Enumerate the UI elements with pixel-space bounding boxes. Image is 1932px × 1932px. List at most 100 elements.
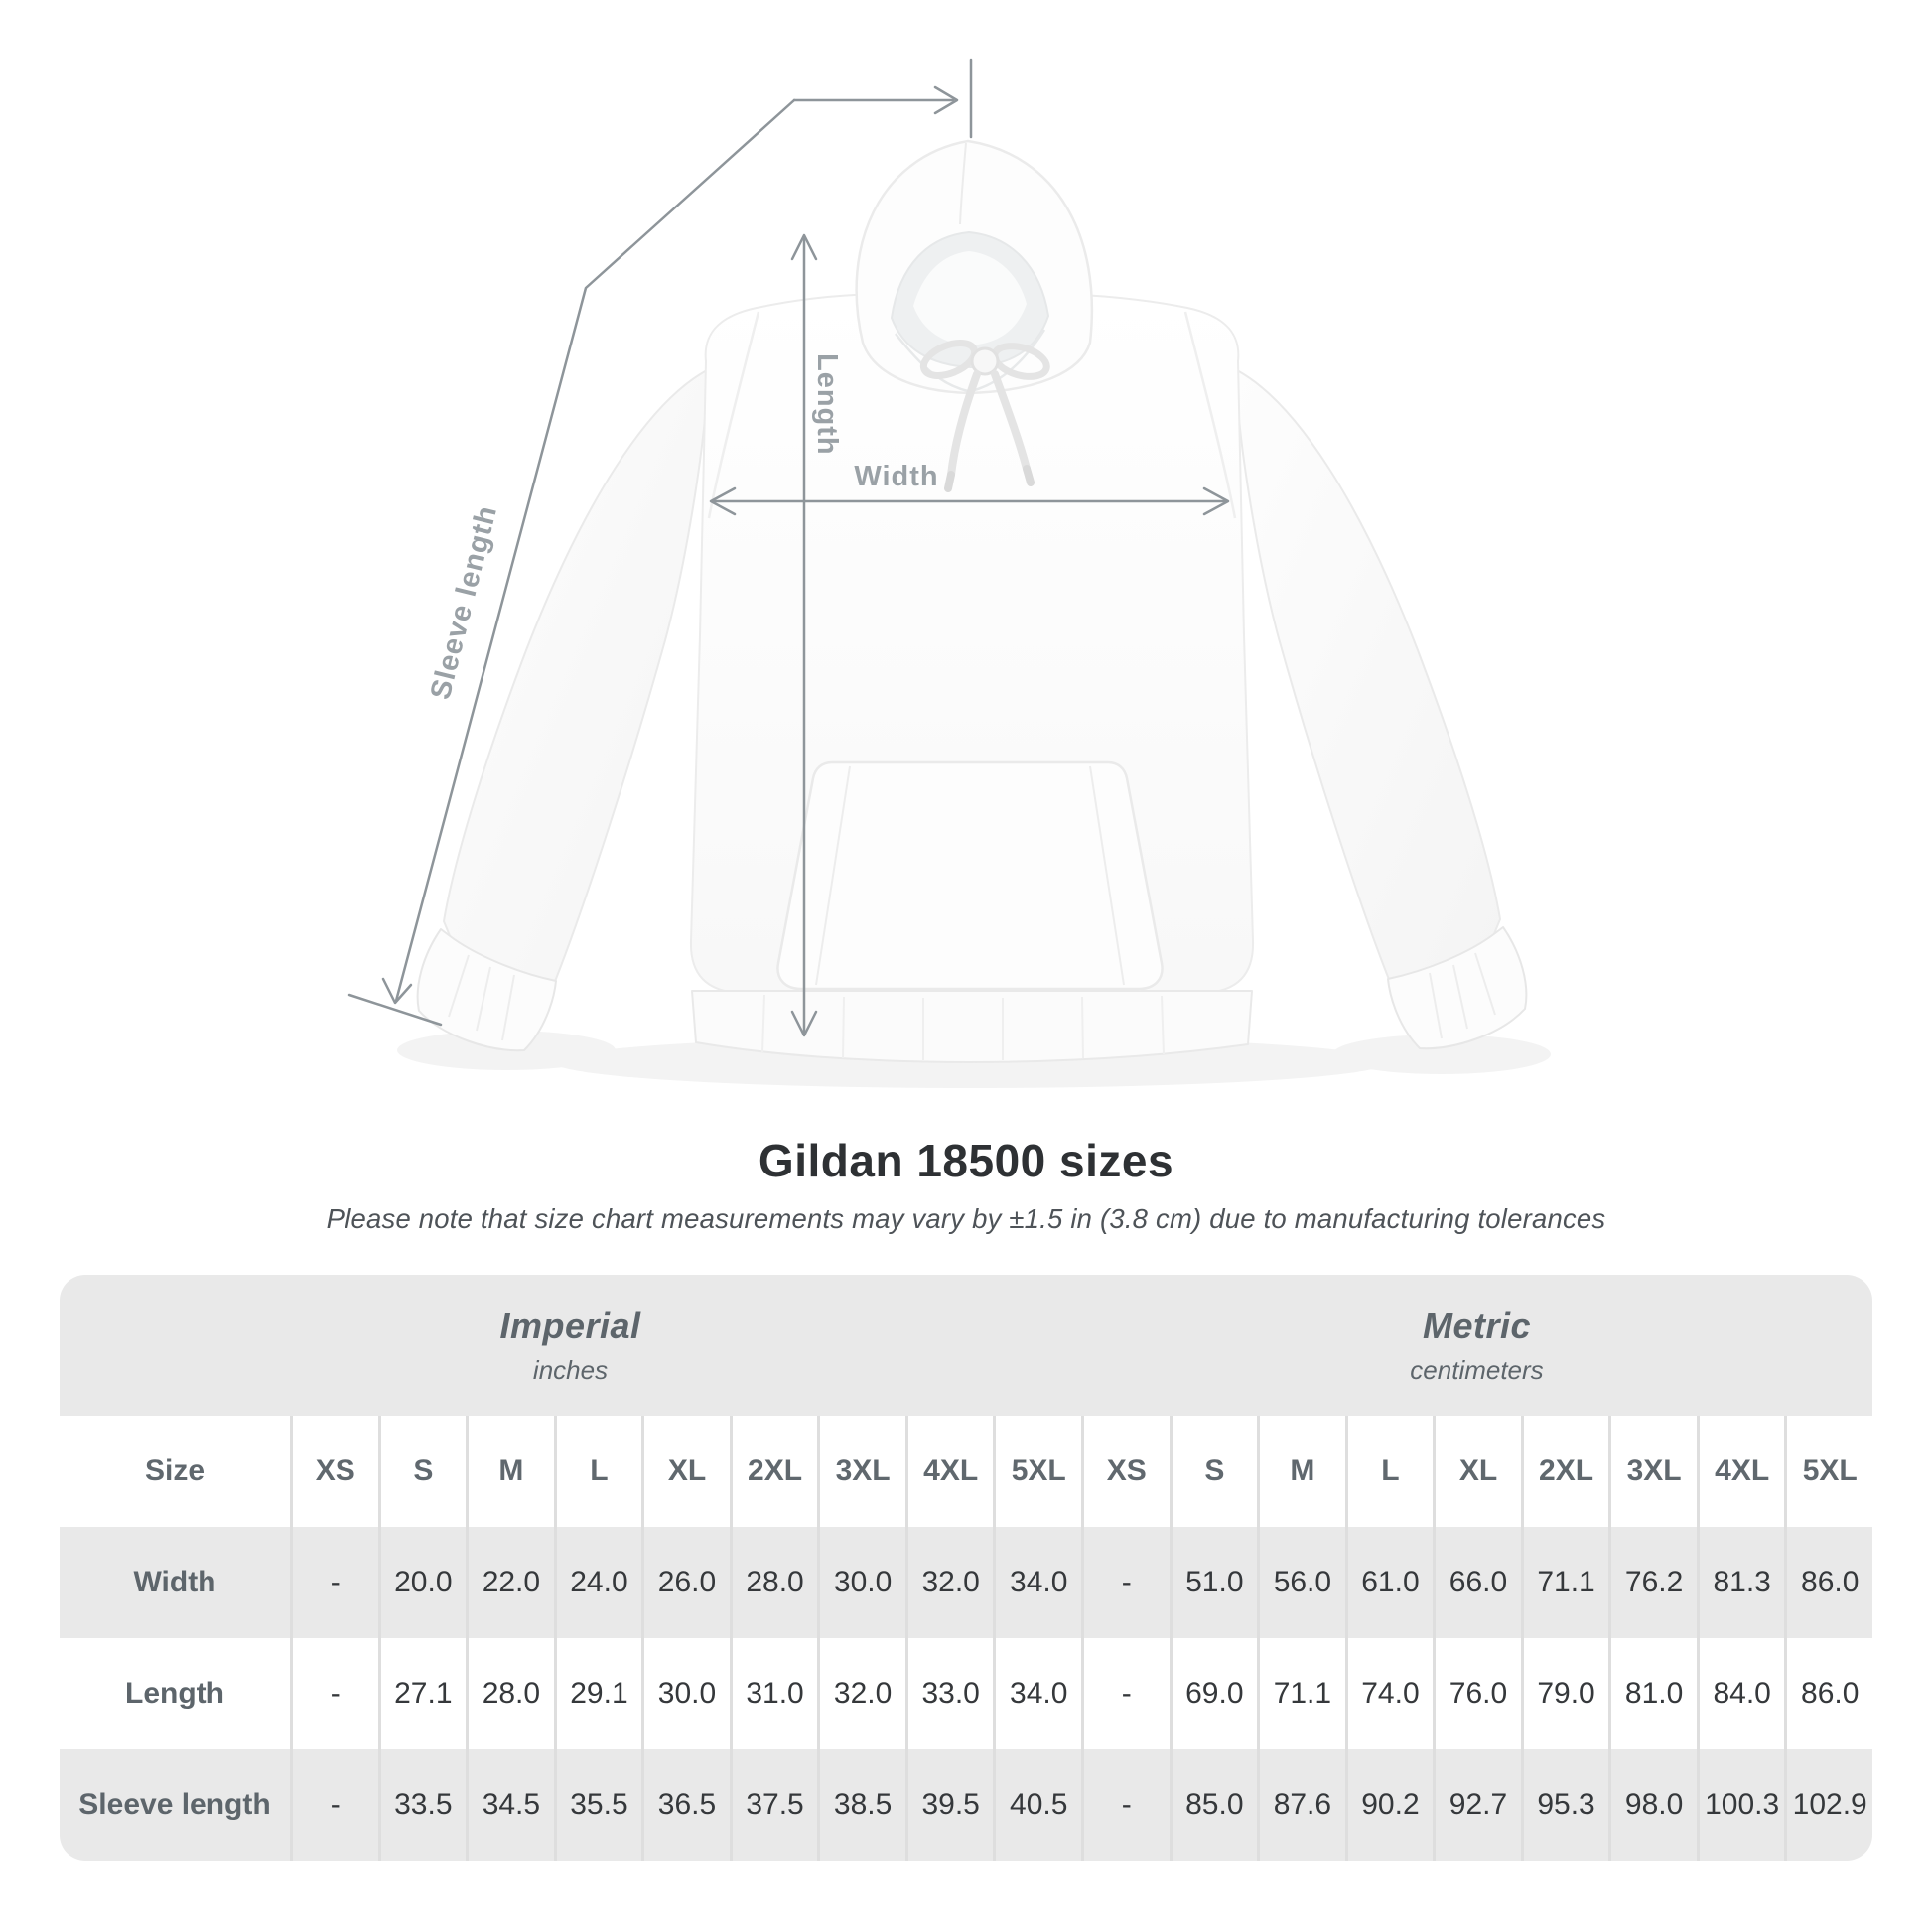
value-cell: - bbox=[290, 1749, 378, 1861]
value-cell: 81.0 bbox=[1608, 1638, 1697, 1749]
value-cell: 76.2 bbox=[1608, 1527, 1697, 1638]
value-cell: 24.0 bbox=[553, 1527, 642, 1638]
value-cell: 71.1 bbox=[1520, 1527, 1609, 1638]
hem-band bbox=[691, 990, 1253, 1063]
size-column-header: 4XL bbox=[904, 1416, 994, 1527]
value-cell: 71.1 bbox=[1257, 1638, 1345, 1749]
value-cell: 79.0 bbox=[1520, 1638, 1609, 1749]
size-column-header: S bbox=[377, 1416, 467, 1527]
value-cell: 76.0 bbox=[1433, 1638, 1521, 1749]
left-sleeve bbox=[443, 368, 710, 990]
value-cell: 39.5 bbox=[904, 1749, 994, 1861]
value-cell: 33.5 bbox=[377, 1749, 467, 1861]
size-column-header: 3XL bbox=[1608, 1416, 1697, 1527]
size-column-header: 5XL bbox=[1784, 1416, 1872, 1527]
value-cell: 34.0 bbox=[993, 1527, 1081, 1638]
value-cell: 51.0 bbox=[1169, 1527, 1258, 1638]
sleeve-length-label: Sleeve length bbox=[425, 502, 503, 703]
value-cell: 85.0 bbox=[1169, 1749, 1258, 1861]
value-cell: 31.0 bbox=[729, 1638, 818, 1749]
hoodie-illustration: Length Width Sleeve length bbox=[347, 58, 1551, 1088]
size-header-row: Size XS S M L XL 2XL 3XL 4XL 5XL XS S M L XL 2XL 3XL 4XL 5… bbox=[60, 1416, 1872, 1527]
value-cell: 61.0 bbox=[1344, 1527, 1434, 1638]
size-column-header: XS bbox=[1081, 1416, 1170, 1527]
value-cell: 100.3 bbox=[1696, 1749, 1785, 1861]
page-title: Gildan 18500 sizes bbox=[758, 1135, 1174, 1186]
tolerance-note: Please note that size chart measurements… bbox=[326, 1203, 1606, 1234]
value-cell: - bbox=[1081, 1638, 1170, 1749]
size-column-header: M bbox=[1257, 1416, 1345, 1527]
size-column-header: XL bbox=[1433, 1416, 1521, 1527]
arrow-down-icon bbox=[790, 1010, 818, 1037]
size-header-row-label: Size bbox=[144, 1454, 206, 1487]
value-cell: - bbox=[1081, 1749, 1170, 1861]
value-cell: 34.0 bbox=[993, 1638, 1081, 1749]
value-cell: 27.1 bbox=[377, 1638, 467, 1749]
size-column-header: 4XL bbox=[1696, 1416, 1785, 1527]
left-cuff bbox=[416, 928, 557, 1052]
value-cell: 32.0 bbox=[817, 1638, 905, 1749]
value-cell: 92.7 bbox=[1433, 1749, 1521, 1861]
measure-row-width: Width -20.0 22.0 24.0 26.0 28.0 30.0 32.0 34.0-5… bbox=[60, 1527, 1872, 1638]
measure-row-length: Length -27.1 28.0 29.1 30.0 31.0 32.0 33.0 34.0-… bbox=[60, 1638, 1872, 1749]
width-label: Width bbox=[854, 461, 938, 492]
kangaroo-pocket bbox=[776, 760, 1164, 991]
arrow-left-icon bbox=[709, 486, 737, 516]
value-cell: 95.3 bbox=[1520, 1749, 1609, 1861]
value-cell: 86.0 bbox=[1784, 1638, 1872, 1749]
right-cuff bbox=[1387, 926, 1528, 1050]
value-cell: 22.0 bbox=[466, 1527, 554, 1638]
size-column-header: 5XL bbox=[993, 1416, 1081, 1527]
length-label: Length bbox=[811, 353, 843, 456]
value-cell: - bbox=[1081, 1527, 1170, 1638]
imperial-unit: inches bbox=[532, 1354, 609, 1385]
size-column-header: 3XL bbox=[817, 1416, 905, 1527]
value-cell: 32.0 bbox=[904, 1527, 994, 1638]
sleeve-bottom-tick bbox=[347, 993, 443, 1027]
measure-row-sleeve-length: Sleeve length -33.5 34.5 35.5 36.5 37.5 38.5 39… bbox=[60, 1749, 1872, 1861]
value-cell: 81.3 bbox=[1696, 1527, 1785, 1638]
value-cell: 66.0 bbox=[1433, 1527, 1521, 1638]
size-column-header: L bbox=[1344, 1416, 1434, 1527]
title-block: Gildan 18500 sizes Please note that size… bbox=[0, 1134, 1932, 1235]
right-sleeve bbox=[1234, 368, 1501, 988]
value-cell: 26.0 bbox=[641, 1527, 730, 1638]
value-cell: - bbox=[290, 1527, 378, 1638]
size-column-header: M bbox=[466, 1416, 554, 1527]
value-cell: 40.5 bbox=[993, 1749, 1081, 1861]
value-cell: 69.0 bbox=[1169, 1638, 1258, 1749]
value-cell: 29.1 bbox=[553, 1638, 642, 1749]
imperial-label: Imperial bbox=[499, 1305, 641, 1346]
value-cell: 86.0 bbox=[1784, 1527, 1872, 1638]
imperial-group-header: Imperial inches bbox=[60, 1275, 1081, 1416]
size-column-header: XS bbox=[290, 1416, 378, 1527]
metric-group-header: Metric centimeters bbox=[1081, 1275, 1872, 1416]
value-cell: 30.0 bbox=[817, 1527, 905, 1638]
value-cell: 30.0 bbox=[641, 1638, 730, 1749]
width-measure bbox=[709, 486, 1230, 516]
value-cell: 37.5 bbox=[729, 1749, 818, 1861]
arrow-right-icon bbox=[1202, 486, 1230, 516]
arrow-right-icon bbox=[933, 85, 959, 115]
metric-label: Metric bbox=[1422, 1305, 1532, 1346]
value-cell: - bbox=[290, 1638, 378, 1749]
value-cell: 33.0 bbox=[904, 1638, 994, 1749]
measure-row-length-label: Length bbox=[125, 1677, 224, 1710]
size-column-header: XL bbox=[641, 1416, 730, 1527]
hoodie bbox=[416, 139, 1528, 1063]
value-cell: 35.5 bbox=[553, 1749, 642, 1861]
length-measure bbox=[790, 233, 818, 1037]
sleeve-length-measure bbox=[347, 58, 973, 1027]
value-cell: 74.0 bbox=[1344, 1638, 1434, 1749]
drawstring-bow bbox=[919, 340, 1050, 492]
size-column-header: 2XL bbox=[1520, 1416, 1609, 1527]
measure-row-sleeve-length-label: Sleeve length bbox=[78, 1788, 271, 1821]
arrow-down-icon bbox=[381, 977, 413, 1005]
value-cell: 102.9 bbox=[1784, 1749, 1872, 1861]
value-cell: 87.6 bbox=[1257, 1749, 1345, 1861]
value-cell: 20.0 bbox=[377, 1527, 467, 1638]
size-column-header: L bbox=[553, 1416, 642, 1527]
value-cell: 28.0 bbox=[466, 1638, 554, 1749]
size-column-header: 2XL bbox=[729, 1416, 818, 1527]
hoodie-measurement-diagram: Length Width Sleeve length bbox=[347, 58, 1551, 1088]
